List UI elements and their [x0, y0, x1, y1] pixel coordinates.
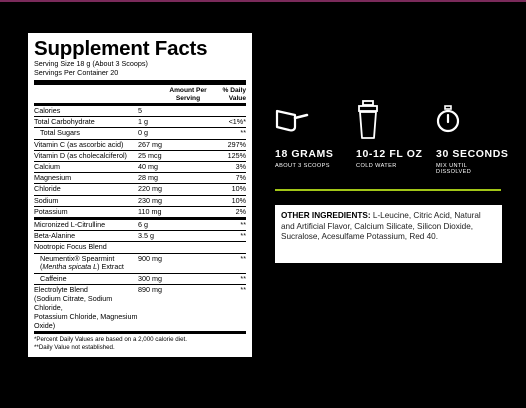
facts-footnotes: *Percent Daily Values are based on a 2,0…	[34, 334, 246, 351]
facts-row-vitamin-c: Vitamin C (as ascorbic acid) 267 mg 297%	[34, 140, 246, 151]
stat-serving-grams: 18 GRAMS ABOUT 3 SCOOPS	[275, 100, 333, 169]
serving-size: Serving Size 18 g (About 3 Scoops)	[34, 59, 148, 68]
scoop-icon	[275, 100, 333, 140]
accent-divider	[275, 189, 501, 191]
top-stripe	[0, 0, 526, 2]
facts-row-beta-alanine: Beta-Alanine 3.5 g **	[34, 231, 246, 243]
dv-header: % Daily Value	[222, 87, 246, 102]
other-ingredients-box: OTHER INGREDIENTS: L-Leucine, Citric Aci…	[275, 205, 502, 263]
facts-row-chloride: Chloride 220 mg 10%	[34, 184, 246, 196]
other-ingredients-label: OTHER INGREDIENTS:	[281, 211, 371, 220]
facts-row-vitamin-d: Vitamin D (as cholecalciferol) 25 mcg 125%	[34, 151, 246, 163]
facts-row-total-carbohydrate: Total Carbohydrate 1 g <1%*	[34, 117, 246, 129]
facts-row-nootropic-blend: Nootropic Focus Blend	[34, 242, 246, 254]
facts-title: Supplement Facts	[34, 37, 208, 60]
facts-row-potassium: Potassium 110 mg 2%	[34, 207, 246, 221]
facts-row-calcium: Calcium 40 mg 3%	[34, 162, 246, 174]
supplement-facts-panel: Supplement Facts Serving Size 18 g (Abou…	[28, 33, 252, 357]
footnote-not-established: **Daily Value not established.	[34, 343, 115, 351]
stat-water-volume: 10-12 FL OZ COLD WATER	[356, 100, 423, 169]
facts-column-header: Amount Per Serving % Daily Value	[34, 85, 246, 106]
facts-row-l-citrulline: Micronized L-Citrulline 6 g **	[34, 220, 246, 232]
servings-per-container: Servings Per Container 20	[34, 68, 119, 77]
facts-row-total-sugars: Total Sugars 0 g **	[34, 128, 246, 140]
facts-row-sodium: Sodium 230 mg 10%	[34, 196, 246, 207]
shaker-bottle-icon	[356, 100, 423, 140]
facts-row-magnesium: Magnesium 28 mg 7%	[34, 173, 246, 185]
facts-row-spearmint-extract: Neumentix® Spearmint (Mentha spicata L) E…	[34, 254, 246, 275]
stat-mix-time: 30 SECONDS MIX UNTIL DISSOLVED	[436, 100, 509, 176]
facts-row-electrolyte-blend: Electrolyte Blend (Sodium Citrate, Sodium…	[34, 285, 246, 335]
thick-divider	[34, 80, 246, 85]
facts-row-caffeine: Caffeine 300 mg **	[34, 274, 246, 286]
footnote-daily-values: *Percent Daily Values are based on a 2,0…	[34, 336, 187, 344]
facts-row-calories: Calories 5	[34, 106, 246, 118]
amount-header: Amount Per Serving	[169, 87, 207, 102]
other-ingredients-text: L-Leucine, Citric Acid, Natural and Arti…	[281, 211, 481, 242]
stopwatch-icon	[436, 100, 509, 140]
